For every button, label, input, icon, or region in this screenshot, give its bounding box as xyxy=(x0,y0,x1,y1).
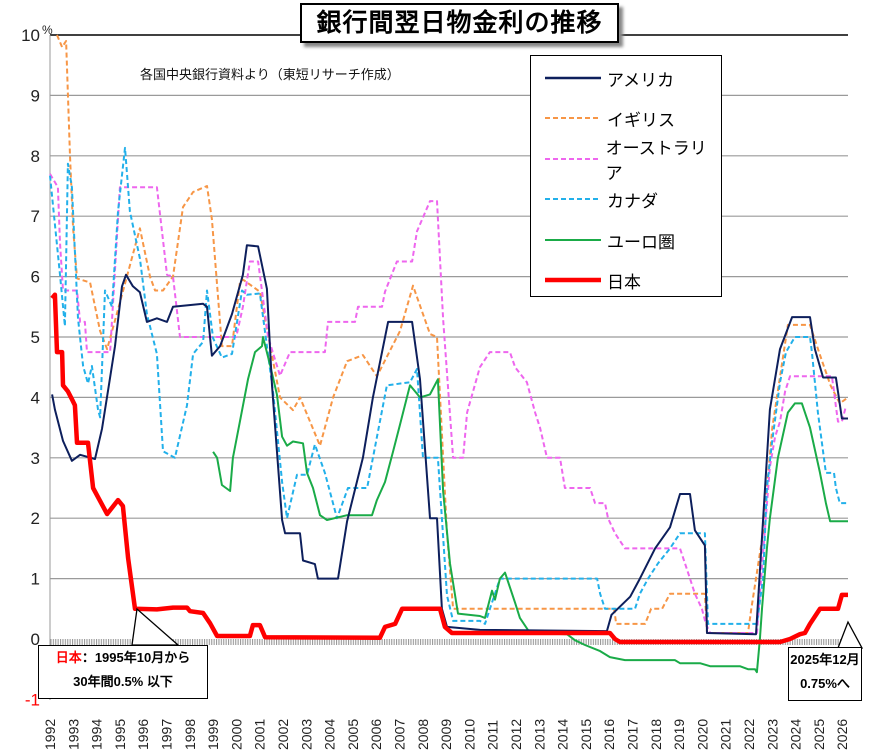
x-tick-label: 2004 xyxy=(322,719,338,750)
legend-line-canada xyxy=(545,198,601,200)
annotation-highlight: 日本 xyxy=(55,650,82,665)
legend: アメリカ イギリス オーストラリア カナダ ユーロ圏 日本 xyxy=(530,55,722,297)
legend-label: ユーロ圏 xyxy=(607,232,675,253)
y-tick-label: 10 xyxy=(21,26,40,45)
zero-axis-band xyxy=(50,639,848,645)
y-tick-label: 9 xyxy=(31,86,40,105)
x-tick-label: 2005 xyxy=(345,719,361,750)
japan-annotation-box: 日本：1995年10月から 30年間0.5% 以下 xyxy=(38,645,208,699)
annotation-text: 30年間0.5% 以下 xyxy=(73,674,173,689)
x-tick-label: 2007 xyxy=(391,719,407,750)
y-unit-label: % xyxy=(42,23,53,37)
x-tick-label: 2013 xyxy=(531,719,547,750)
source-note: 各国中央銀行資料より（東短リサーチ作成） xyxy=(140,68,400,83)
series-lines xyxy=(49,34,849,674)
y-tick-label: 7 xyxy=(31,207,40,226)
y-tick-label: 0 xyxy=(31,630,40,649)
annotation-text: 0.75%へ xyxy=(800,676,850,691)
x-tick-label: 1999 xyxy=(205,719,221,750)
legend-item-euro: ユーロ圏 xyxy=(545,229,675,253)
x-tick-label: 2019 xyxy=(671,719,687,750)
x-tick-label: 2003 xyxy=(298,719,314,750)
y-tick-label: 2 xyxy=(31,509,40,528)
x-tick-label: 1993 xyxy=(65,719,81,750)
legend-label: カナダ xyxy=(607,191,658,212)
y-tick-label: 3 xyxy=(31,449,40,468)
legend-line-usa xyxy=(545,76,601,80)
x-tick-label: 1995 xyxy=(112,719,128,750)
x-tick-label: 1994 xyxy=(89,719,105,750)
chart-title: 銀行間翌日物金利の推移 xyxy=(300,3,619,43)
legend-line-uk xyxy=(545,117,601,119)
latest-rate-annotation-box: 2025年12月 0.75%へ xyxy=(788,647,862,701)
legend-line-australia xyxy=(545,158,600,160)
legend-item-japan: 日本 xyxy=(545,269,641,293)
series-line-euro xyxy=(212,336,848,674)
series-line-australia xyxy=(49,173,847,634)
left-callout-pointer xyxy=(131,607,180,646)
x-tick-label: 2010 xyxy=(461,719,477,750)
y-tick-label: 5 xyxy=(31,328,40,347)
x-tick-label: 2020 xyxy=(694,719,710,750)
x-tick-label: 2022 xyxy=(741,719,757,750)
x-tick-label: 2001 xyxy=(252,719,268,750)
legend-line-japan xyxy=(545,277,601,283)
x-tick-label: 2015 xyxy=(578,719,594,750)
legend-item-canada: カナダ xyxy=(545,188,658,212)
legend-label: アメリカ xyxy=(607,70,675,91)
x-tick-label: 1998 xyxy=(182,719,198,750)
x-tick-label: 2009 xyxy=(438,719,454,750)
x-tick-label: 2025 xyxy=(811,719,827,750)
legend-item-usa: アメリカ xyxy=(545,67,675,91)
legend-line-euro xyxy=(545,239,601,241)
legend-item-australia: オーストラリア xyxy=(545,139,721,184)
x-tick-labels: 1992 1993 1994 1995 1996 1997 1998 1999 2000 2001… xyxy=(42,719,850,750)
x-tick-label: 2017 xyxy=(624,719,640,750)
x-tick-label: 2021 xyxy=(718,719,734,750)
y-tick-label: 8 xyxy=(31,147,40,166)
x-tick-label: 1996 xyxy=(135,719,151,750)
series-line-japan xyxy=(50,292,848,645)
x-tick-label: 2006 xyxy=(368,719,384,750)
x-tick-label: 2000 xyxy=(228,719,244,750)
x-tick-label: 1997 xyxy=(158,719,174,750)
x-tick-label: 2008 xyxy=(415,719,431,750)
y-tick-label: 6 xyxy=(31,268,40,287)
y-tick-label: 1 xyxy=(31,570,40,589)
x-tick-label: 2024 xyxy=(788,719,804,750)
legend-label: オーストラリア xyxy=(605,139,707,184)
x-tick-label: 2012 xyxy=(508,719,524,750)
x-tick-label: 2016 xyxy=(601,719,617,750)
x-tick-label: 2011 xyxy=(485,720,501,750)
legend-item-uk: イギリス xyxy=(545,107,675,131)
x-tick-label: 2014 xyxy=(555,719,571,750)
y-tick-label: 4 xyxy=(31,388,40,407)
legend-label: イギリス xyxy=(607,110,675,131)
series-line-uk xyxy=(56,34,849,634)
x-tick-label: 2023 xyxy=(764,719,780,750)
series-line-usa xyxy=(51,244,848,636)
annotation-text: ：1995年10月から xyxy=(81,650,191,665)
x-tick-label: 2026 xyxy=(834,719,850,750)
legend-label: 日本 xyxy=(607,272,641,293)
annotation-text: 2025年12月 xyxy=(790,652,860,667)
x-tick-label: 2018 xyxy=(648,719,664,750)
y-tick-label: -1 xyxy=(25,690,40,709)
gridlines xyxy=(50,34,848,580)
series-line-canada xyxy=(49,146,848,625)
x-tick-label: 1992 xyxy=(42,719,58,750)
x-tick-label: 2002 xyxy=(275,719,291,750)
right-callout-pointer xyxy=(837,620,864,649)
